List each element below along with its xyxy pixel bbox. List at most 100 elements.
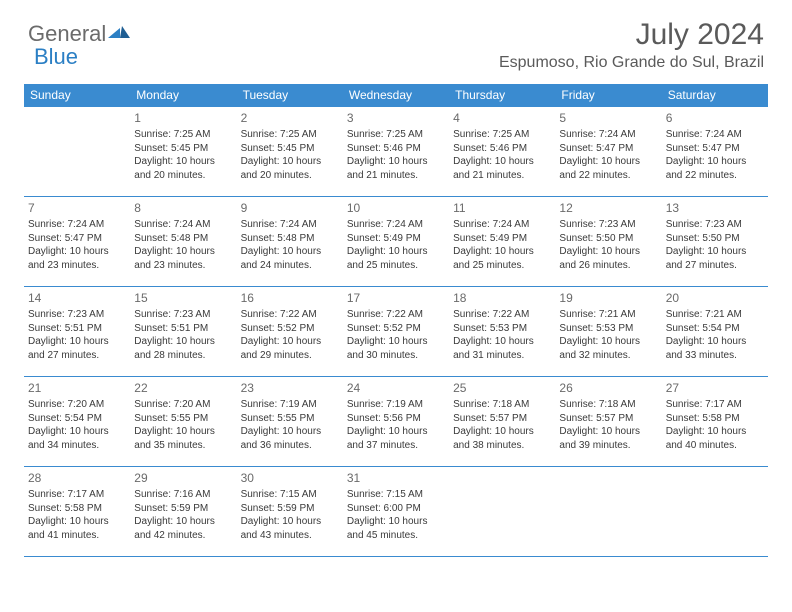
- day-info-line: and 25 minutes.: [453, 259, 551, 273]
- day-info-line: Sunset: 5:53 PM: [453, 322, 551, 336]
- day-number: 12: [559, 200, 657, 216]
- calendar-day-cell: [449, 467, 555, 557]
- weekday-header: Friday: [555, 84, 661, 107]
- day-info-line: Daylight: 10 hours: [666, 245, 764, 259]
- day-info-line: Sunrise: 7:24 AM: [241, 218, 339, 232]
- day-info-line: Daylight: 10 hours: [559, 335, 657, 349]
- day-info-line: Sunset: 5:53 PM: [559, 322, 657, 336]
- calendar-day-cell: 18Sunrise: 7:22 AMSunset: 5:53 PMDayligh…: [449, 287, 555, 377]
- day-info-line: and 38 minutes.: [453, 439, 551, 453]
- day-info-line: Daylight: 10 hours: [666, 155, 764, 169]
- day-info-line: Daylight: 10 hours: [241, 425, 339, 439]
- day-info-line: Daylight: 10 hours: [453, 425, 551, 439]
- day-info-line: Daylight: 10 hours: [241, 335, 339, 349]
- calendar-day-cell: 25Sunrise: 7:18 AMSunset: 5:57 PMDayligh…: [449, 377, 555, 467]
- day-number: 27: [666, 380, 764, 396]
- title-block: July 2024 Espumoso, Rio Grande do Sul, B…: [499, 18, 764, 72]
- weekday-header: Tuesday: [237, 84, 343, 107]
- weekday-header: Wednesday: [343, 84, 449, 107]
- day-info-line: and 35 minutes.: [134, 439, 232, 453]
- day-number: 19: [559, 290, 657, 306]
- day-info-line: and 32 minutes.: [559, 349, 657, 363]
- calendar-day-cell: 31Sunrise: 7:15 AMSunset: 6:00 PMDayligh…: [343, 467, 449, 557]
- weekday-header: Monday: [130, 84, 236, 107]
- calendar-day-cell: 4 Sunrise: 7:25 AMSunset: 5:46 PMDaylight…: [449, 107, 555, 197]
- day-number: 17: [347, 290, 445, 306]
- calendar-day-cell: 24Sunrise: 7:19 AMSunset: 5:56 PMDayligh…: [343, 377, 449, 467]
- day-info-line: Daylight: 10 hours: [28, 515, 126, 529]
- calendar-day-cell: 28Sunrise: 7:17 AMSunset: 5:58 PMDayligh…: [24, 467, 130, 557]
- day-info-line: Sunrise: 7:25 AM: [241, 128, 339, 142]
- day-info-line: Sunset: 5:45 PM: [241, 142, 339, 156]
- day-info-line: Sunrise: 7:19 AM: [347, 398, 445, 412]
- day-info-line: Sunset: 5:54 PM: [666, 322, 764, 336]
- day-info-line: and 29 minutes.: [241, 349, 339, 363]
- day-info-line: Sunrise: 7:23 AM: [666, 218, 764, 232]
- day-info-line: and 22 minutes.: [666, 169, 764, 183]
- day-info-line: Sunset: 6:00 PM: [347, 502, 445, 516]
- day-info-line: Daylight: 10 hours: [241, 515, 339, 529]
- day-info-line: Daylight: 10 hours: [28, 335, 126, 349]
- calendar-day-cell: 17Sunrise: 7:22 AMSunset: 5:52 PMDayligh…: [343, 287, 449, 377]
- day-info-line: Sunset: 5:56 PM: [347, 412, 445, 426]
- calendar-header-row: SundayMondayTuesdayWednesdayThursdayFrid…: [24, 84, 768, 107]
- day-number: 4: [453, 110, 551, 126]
- day-number: 1: [134, 110, 232, 126]
- day-info-line: Daylight: 10 hours: [347, 335, 445, 349]
- day-info-line: and 22 minutes.: [559, 169, 657, 183]
- day-info-line: Sunset: 5:46 PM: [347, 142, 445, 156]
- day-info-line: Sunrise: 7:24 AM: [134, 218, 232, 232]
- day-info-line: and 28 minutes.: [134, 349, 232, 363]
- day-number: 21: [28, 380, 126, 396]
- calendar-day-cell: [555, 467, 661, 557]
- calendar-day-cell: 5Sunrise: 7:24 AMSunset: 5:47 PMDaylight…: [555, 107, 661, 197]
- day-info-line: Daylight: 10 hours: [666, 425, 764, 439]
- day-info-line: Sunset: 5:55 PM: [241, 412, 339, 426]
- day-info-line: Sunset: 5:59 PM: [134, 502, 232, 516]
- location-label: Espumoso, Rio Grande do Sul, Brazil: [499, 54, 764, 72]
- calendar-day-cell: 12Sunrise: 7:23 AMSunset: 5:50 PMDayligh…: [555, 197, 661, 287]
- day-info-line: Sunrise: 7:22 AM: [241, 308, 339, 322]
- calendar-table: SundayMondayTuesdayWednesdayThursdayFrid…: [24, 84, 768, 557]
- day-number: 11: [453, 200, 551, 216]
- day-info-line: Sunset: 5:59 PM: [241, 502, 339, 516]
- calendar-day-cell: 8Sunrise: 7:24 AMSunset: 5:48 PMDaylight…: [130, 197, 236, 287]
- day-info-line: and 27 minutes.: [666, 259, 764, 273]
- day-info-line: Sunset: 5:58 PM: [666, 412, 764, 426]
- day-info-line: Sunset: 5:50 PM: [666, 232, 764, 246]
- calendar-day-cell: 6Sunrise: 7:24 AMSunset: 5:47 PMDaylight…: [662, 107, 768, 197]
- day-info-line: Daylight: 10 hours: [241, 245, 339, 259]
- day-info-line: and 45 minutes.: [347, 529, 445, 543]
- day-info-line: Sunrise: 7:22 AM: [453, 308, 551, 322]
- day-number: 7: [28, 200, 126, 216]
- month-title: July 2024: [499, 18, 764, 52]
- day-info-line: Sunrise: 7:23 AM: [559, 218, 657, 232]
- day-info-line: Sunset: 5:47 PM: [28, 232, 126, 246]
- day-info-line: and 43 minutes.: [241, 529, 339, 543]
- day-info-line: Sunrise: 7:18 AM: [453, 398, 551, 412]
- calendar-day-cell: 10Sunrise: 7:24 AMSunset: 5:49 PMDayligh…: [343, 197, 449, 287]
- day-info-line: Sunset: 5:48 PM: [134, 232, 232, 246]
- calendar-day-cell: 29Sunrise: 7:16 AMSunset: 5:59 PMDayligh…: [130, 467, 236, 557]
- day-info-line: Sunrise: 7:17 AM: [666, 398, 764, 412]
- day-info-line: Daylight: 10 hours: [559, 245, 657, 259]
- day-info-line: Daylight: 10 hours: [453, 155, 551, 169]
- day-info-line: and 41 minutes.: [28, 529, 126, 543]
- day-info-line: and 42 minutes.: [134, 529, 232, 543]
- day-info-line: Sunrise: 7:20 AM: [134, 398, 232, 412]
- calendar-day-cell: [662, 467, 768, 557]
- day-info-line: Sunset: 5:46 PM: [453, 142, 551, 156]
- day-info-line: and 20 minutes.: [241, 169, 339, 183]
- day-info-line: Daylight: 10 hours: [453, 335, 551, 349]
- day-number: 5: [559, 110, 657, 126]
- calendar-day-cell: 13Sunrise: 7:23 AMSunset: 5:50 PMDayligh…: [662, 197, 768, 287]
- day-info-line: and 31 minutes.: [453, 349, 551, 363]
- day-info-line: Sunrise: 7:25 AM: [453, 128, 551, 142]
- logo-mark-icon: [108, 18, 130, 44]
- day-info-line: Sunrise: 7:22 AM: [347, 308, 445, 322]
- day-info-line: Sunrise: 7:25 AM: [347, 128, 445, 142]
- calendar-day-cell: 7Sunrise: 7:24 AMSunset: 5:47 PMDaylight…: [24, 197, 130, 287]
- day-number: 26: [559, 380, 657, 396]
- calendar-day-cell: 26Sunrise: 7:18 AMSunset: 5:57 PMDayligh…: [555, 377, 661, 467]
- calendar-week-row: 7 Sunrise: 7:24 AM Sunset: 5:47 PM Daylight…: [24, 197, 768, 287]
